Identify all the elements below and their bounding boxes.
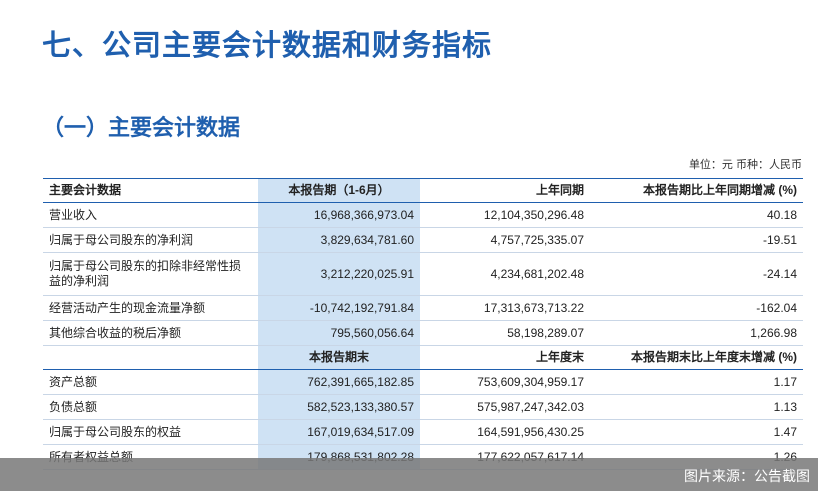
table-cell: 营业收入: [43, 202, 258, 228]
table-cell: 582,523,133,380.57: [258, 394, 420, 420]
table-cell: 795,560,056.64: [258, 320, 420, 346]
table-cell: 归属于母公司股东的权益: [43, 419, 258, 445]
table-cell: 1.13: [590, 394, 803, 420]
table-cell: 40.18: [590, 202, 803, 228]
title: 七、公司主要会计数据和财务指标: [42, 30, 493, 62]
table-cell: 负债总额: [43, 394, 258, 420]
unit-note: 单位：元 币种：人民币: [688, 159, 802, 171]
subtitle: （一）主要会计数据: [42, 115, 241, 140]
table-cell: 归属于母公司股东的净利润: [43, 227, 258, 253]
table-cell: 资产总额: [43, 369, 258, 395]
table-cell: 4,757,725,335.07: [420, 227, 590, 253]
table-cell: 本报告期比上年同期增减 (%): [590, 178, 803, 203]
table-cell: 经营活动产生的现金流量净额: [43, 295, 258, 321]
footer-text: 图片来源：公告截图: [684, 468, 810, 484]
table-cell: 本报告期末比上年度末增减 (%): [590, 345, 803, 370]
table-cell: 主要会计数据: [43, 178, 258, 203]
table-cell: -10,742,192,791.84: [258, 295, 420, 321]
footer-bar: 图片来源：公告截图: [0, 458, 818, 491]
table-cell: 1.47: [590, 419, 803, 445]
table-cell: 其他综合收益的税后净额: [43, 320, 258, 346]
table-cell: -19.51: [590, 227, 803, 253]
table-cell: 762,391,665,182.85: [258, 369, 420, 395]
table-cell: [43, 345, 258, 370]
data-table: 主要会计数据 本报告期（1-6月） 上年同期 本报告期比上年同期增减 (%) 营业收入 1…: [43, 178, 803, 470]
table-cell: 164,591,956,430.25: [420, 419, 590, 445]
data-row: 归属于母公司股东的净利润 3,829,634,781.60 4,757,725,33…: [43, 227, 803, 253]
table-cell: 58,198,289.07: [420, 320, 590, 346]
table-cell: 本报告期（1-6月）: [258, 178, 420, 203]
table-cell: 16,968,366,973.04: [258, 202, 420, 228]
data-row: 营业收入 16,968,366,973.04 12,104,350,296.48 40…: [43, 202, 803, 228]
table-cell: 上年度末: [420, 345, 590, 370]
table-cell: 167,019,634,517.09: [258, 419, 420, 445]
data-row: 负债总额 582,523,133,380.57 575,987,247,342.03…: [43, 394, 803, 420]
data-row: 其他综合收益的税后净额 795,560,056.64 58,198,289.07 1,…: [43, 320, 803, 346]
table-cell: 17,313,673,713.22: [420, 295, 590, 321]
table-cell: 753,609,304,959.17: [420, 369, 590, 395]
table-cell: -24.14: [590, 252, 803, 296]
table-cell: 本报告期末: [258, 345, 420, 370]
data-row: 经营活动产生的现金流量净额 -10,742,192,791.84 17,313,67…: [43, 295, 803, 321]
table-cell: 1,266.98: [590, 320, 803, 346]
table-cell: -162.04: [590, 295, 803, 321]
header-row: 主要会计数据 本报告期（1-6月） 上年同期 本报告期比上年同期增减 (%): [43, 178, 803, 203]
table-cell: 3,829,634,781.60: [258, 227, 420, 253]
table-cell: 1.17: [590, 369, 803, 395]
data-row: 资产总额 762,391,665,182.85 753,609,304,959.17…: [43, 369, 803, 395]
data-row: 归属于母公司股东的扣除非经常性损益的净利润 3,212,220,025.91 4,2…: [43, 252, 803, 296]
table-cell: 12,104,350,296.48: [420, 202, 590, 228]
table-cell: 归属于母公司股东的扣除非经常性损益的净利润: [43, 252, 258, 296]
data-row: 归属于母公司股东的权益 167,019,634,517.09 164,591,956…: [43, 419, 803, 445]
table-cell: 3,212,220,025.91: [258, 252, 420, 296]
table-cell: 4,234,681,202.48: [420, 252, 590, 296]
table-cell: 575,987,247,342.03: [420, 394, 590, 420]
header-row: 本报告期末 上年度末 本报告期末比上年度末增减 (%): [43, 345, 803, 370]
table-cell: 上年同期: [420, 178, 590, 203]
